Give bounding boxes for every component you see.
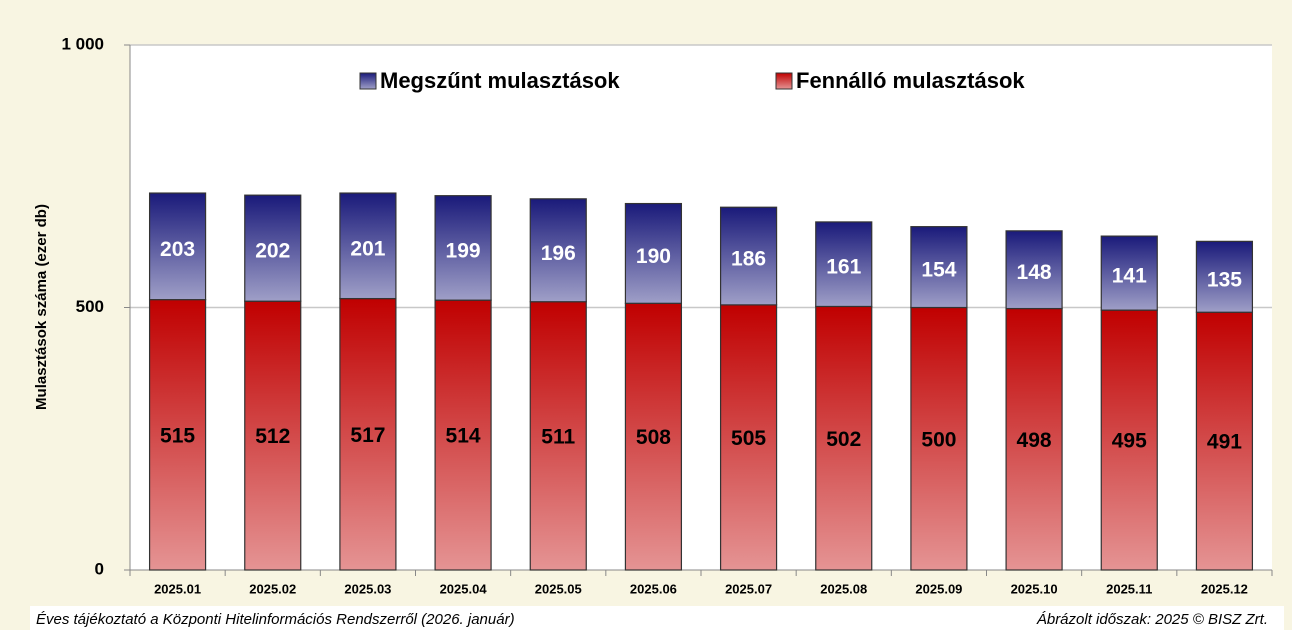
value-label: 514 — [446, 425, 481, 448]
value-label: 508 — [636, 426, 671, 449]
bar — [815, 221, 873, 308]
value-label: 515 — [160, 424, 195, 447]
value-label: 500 — [921, 428, 956, 451]
y-axis-label: Mulasztások száma (ezer db) — [33, 204, 50, 410]
bar — [244, 194, 302, 302]
bar — [148, 192, 207, 301]
value-label: 148 — [1017, 261, 1052, 284]
bar — [624, 202, 683, 304]
bar — [339, 297, 397, 571]
bar — [719, 206, 778, 306]
footer-bg — [30, 606, 1284, 630]
value-label: 517 — [350, 424, 385, 447]
x-tick-label: 2025.04 — [440, 581, 488, 596]
bar — [339, 192, 397, 300]
x-tick-label: 2025.03 — [344, 581, 391, 596]
value-label: 186 — [731, 248, 766, 271]
bar — [148, 299, 207, 571]
bar — [529, 198, 587, 303]
value-label: 505 — [731, 427, 766, 450]
y-tick-label: 1 000 — [61, 34, 104, 53]
value-label: 154 — [921, 259, 956, 282]
legend-swatch — [359, 72, 377, 90]
bar — [1195, 311, 1254, 571]
x-tick-label: 2025.07 — [725, 581, 772, 596]
legend-label: Fennálló mulasztások — [796, 68, 1025, 93]
bar — [624, 302, 683, 571]
x-tick-label: 2025.02 — [249, 581, 296, 596]
x-tick-label: 2025.08 — [820, 581, 867, 596]
bar — [1195, 240, 1254, 313]
value-label: 495 — [1112, 430, 1147, 453]
value-label: 196 — [541, 242, 576, 265]
bar — [529, 301, 587, 571]
value-label: 199 — [446, 239, 481, 262]
bar — [1100, 235, 1158, 311]
bar — [910, 226, 968, 309]
bar — [815, 305, 873, 571]
bar — [1100, 309, 1158, 571]
value-label: 202 — [255, 240, 290, 263]
legend-label: Megszűnt mulasztások — [380, 68, 620, 93]
x-tick-label: 2025.01 — [154, 581, 201, 596]
legend-swatch — [775, 72, 793, 90]
bar — [910, 306, 968, 571]
x-tick-label: 2025.11 — [1106, 581, 1152, 596]
x-tick-label: 2025.10 — [1011, 581, 1058, 596]
x-tick-label: 2025.09 — [915, 581, 962, 596]
bar — [719, 304, 778, 571]
bar — [244, 300, 302, 571]
value-label: 161 — [826, 256, 861, 279]
y-tick-label: 500 — [76, 297, 104, 316]
x-tick-label: 2025.12 — [1201, 581, 1248, 596]
bar — [1005, 230, 1063, 310]
value-label: 201 — [350, 237, 385, 260]
x-tick-label: 2025.06 — [630, 581, 677, 596]
value-label: 511 — [541, 425, 575, 448]
value-label: 502 — [826, 428, 861, 451]
value-label: 512 — [255, 425, 290, 448]
x-tick-label: 2025.05 — [535, 581, 582, 596]
value-label: 141 — [1112, 265, 1147, 288]
bar — [1005, 307, 1063, 571]
value-label: 491 — [1207, 431, 1242, 454]
value-label: 135 — [1207, 268, 1242, 291]
bar — [434, 299, 492, 571]
footer-right: Ábrázolt időszak: 2025 © BISZ Zrt. — [1036, 611, 1268, 628]
bar — [434, 195, 492, 301]
value-label: 498 — [1017, 429, 1052, 452]
y-tick-label: 0 — [95, 559, 104, 578]
footer-left: Éves tájékoztató a Központi Hitelinformá… — [36, 611, 515, 628]
value-label: 190 — [636, 245, 671, 268]
value-label: 203 — [160, 238, 195, 261]
